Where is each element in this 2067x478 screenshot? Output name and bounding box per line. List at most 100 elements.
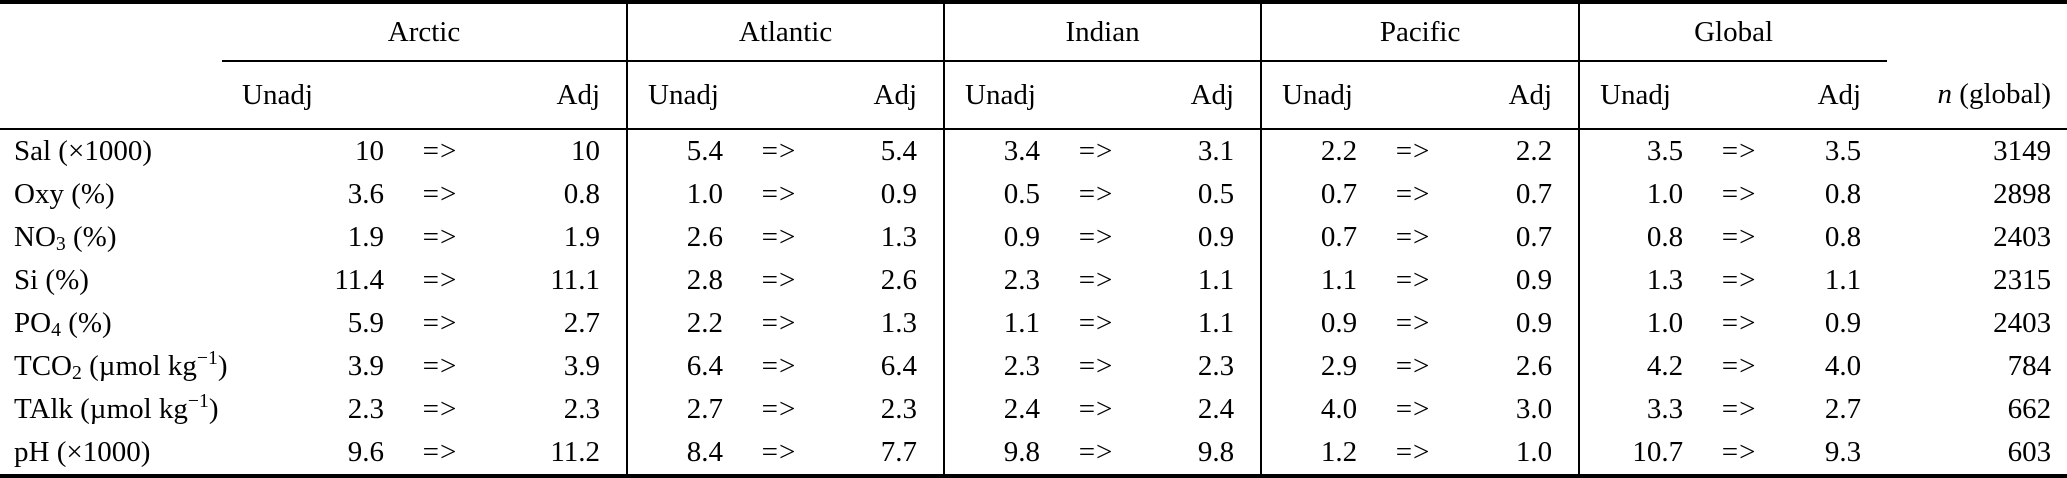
adj-value: 2.2 [1515,135,1553,167]
unadj-value: 2.3 [347,393,384,425]
unadj-value: 1.0 [1578,173,1690,216]
arrow-glyph: => [1395,350,1431,382]
row-label: Oxy (%) [14,178,115,210]
adj-value: 11.1 [550,264,601,296]
table-row: PO4 (%) 5.9 => 2.7 2.2 => 1.3 1.1 => 1.1 0.9 => 0.9 1… [0,302,2067,345]
arrow-glyph: => [1078,135,1114,167]
adj-value: 7.7 [880,436,918,468]
unadj-value: 0.7 [1260,216,1364,259]
unadj-value: 1.1 [943,302,1047,345]
adj-value: 0.7 [1515,221,1553,253]
adj-value: 2.3 [1197,350,1235,382]
adj-value: 0.9 [1515,307,1553,339]
arrow-glyph: => [1395,135,1431,167]
unadj-value: 5.9 [347,307,384,339]
adj-value: 0.8 [563,178,601,210]
adj-value: 1.9 [563,221,601,253]
unadj-header: Unadj [1578,61,1690,130]
arrow-glyph: => [761,307,797,339]
arrow-column-spacer [1046,61,1147,130]
arrow-glyph: => [1078,178,1114,210]
adj-value: 2.7 [563,307,601,339]
arrow-glyph: => [422,178,458,210]
arrow-column-spacer [729,61,830,130]
unadj-value: 3.6 [347,178,384,210]
unadj-value: 5.4 [626,129,730,173]
arrow-glyph: => [761,221,797,253]
arrow-glyph: => [1078,393,1114,425]
unadj-value: 1.1 [1260,259,1364,302]
adj-value: 2.7 [1824,393,1862,425]
unadj-value: 4.2 [1578,345,1690,388]
unadj-value: 2.7 [626,388,730,431]
unadj-value: 1.3 [1578,259,1690,302]
arrow-glyph: => [1395,221,1431,253]
adj-value: 1.1 [1197,307,1235,339]
adj-value: 0.9 [1824,307,1862,339]
arrow-glyph: => [761,436,797,468]
adj-value: 4.0 [1824,350,1862,382]
arrow-glyph: => [422,350,458,382]
unadj-value: 2.2 [626,302,730,345]
adj-value: 11.2 [550,436,601,468]
adj-value: 2.4 [1197,393,1235,425]
unadj-value: 2.6 [626,216,730,259]
adj-value: 0.8 [1824,221,1862,253]
arrow-glyph: => [1721,135,1757,167]
arrow-glyph: => [422,264,458,296]
unadj-value: 3.5 [1578,129,1690,173]
arrow-glyph: => [1395,264,1431,296]
table-row: NO3 (%) 1.9 => 1.9 2.6 => 1.3 0.9 => 0.9 0.7 => 0.7 0… [0,216,2067,259]
n-value: 2898 [1993,178,2052,210]
label-column-spacer [0,61,222,130]
unadj-value: 0.9 [1260,302,1364,345]
adj-header: Adj [1146,61,1262,130]
adj-value: 1.1 [1197,264,1235,296]
adj-value: 9.8 [1197,436,1235,468]
arrow-glyph: => [1721,221,1757,253]
group-header-global: Global [1578,2,1888,62]
adj-value: 2.3 [563,393,601,425]
unadj-value: 3.3 [1578,388,1690,431]
adj-value: 0.5 [1197,178,1235,210]
unadj-value: 2.3 [943,259,1047,302]
arrow-glyph: => [761,350,797,382]
adj-value: 0.7 [1515,178,1553,210]
adj-header: Adj [829,61,945,130]
subheader-row: Unadj Adj Unadj Adj Unadj Adj Unadj Adj … [0,61,2067,130]
adj-value: 3.0 [1515,393,1553,425]
arrow-glyph: => [761,135,797,167]
arrow-glyph: => [1078,436,1114,468]
unadj-value: 0.9 [943,216,1047,259]
arrow-glyph: => [1078,350,1114,382]
table-row: TAlk (µmol kg−1) 2.3 => 2.3 2.7 => 2.3 2.4 => 2.4… [0,388,2067,431]
unadj-value: 10.7 [1578,431,1690,476]
unadj-value: 2.9 [1260,345,1364,388]
arrow-glyph: => [1721,393,1757,425]
group-header-atlantic: Atlantic [626,2,945,62]
arrow-glyph: => [1078,307,1114,339]
unadj-value: 1.9 [347,221,384,253]
unadj-value: 10 [355,135,384,167]
adj-value: 2.6 [1515,350,1553,382]
unadj-value: 11.4 [334,264,384,296]
arrow-glyph: => [422,307,458,339]
adj-value: 1.1 [1824,264,1862,296]
arrow-glyph: => [1721,350,1757,382]
arrow-glyph: => [422,436,458,468]
arrow-glyph: => [761,178,797,210]
row-label: TAlk (µmol kg−1) [14,390,219,425]
adj-header: Adj [490,61,628,130]
table-row: TCO2 (µmol kg−1) 3.9 => 3.9 6.4 => 6.4 2.3 => 2.3… [0,345,2067,388]
group-header-pacific: Pacific [1260,2,1580,62]
adj-value: 0.9 [1515,264,1553,296]
arrow-glyph: => [1721,264,1757,296]
corner-spacer [0,2,222,61]
arrow-glyph: => [1721,307,1757,339]
arrow-glyph: => [1395,393,1431,425]
unadj-value: 4.0 [1260,388,1364,431]
table-row: Oxy (%) 3.6 => 0.8 1.0 => 0.9 0.5 => 0.5 0.7 => 0.7 1… [0,173,2067,216]
arrow-glyph: => [1395,436,1431,468]
